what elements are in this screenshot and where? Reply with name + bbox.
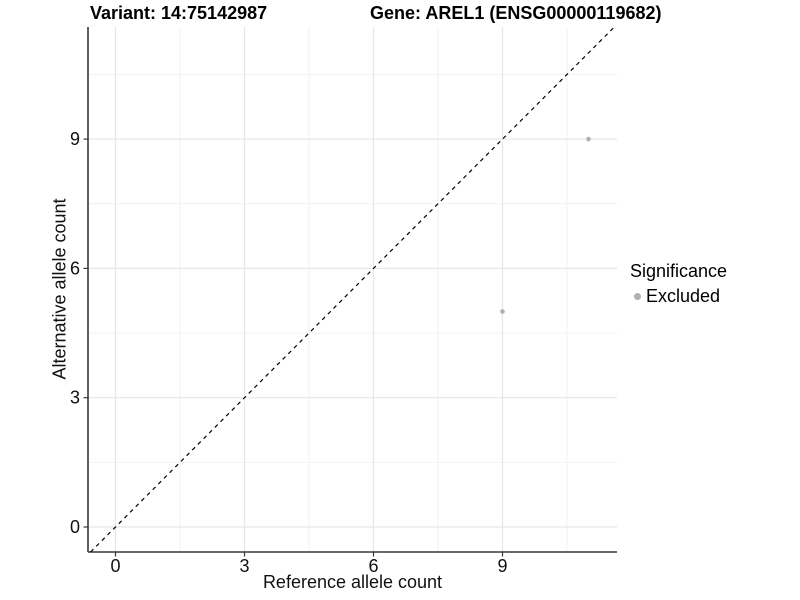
legend-item-label: Excluded xyxy=(646,286,721,306)
y-tick-label: 3 xyxy=(70,388,80,408)
major-gridlines xyxy=(88,27,617,552)
axes: 0 3 6 9 0 3 6 9 xyxy=(70,27,617,576)
y-axis-label: Alternative allele count xyxy=(49,198,70,380)
excluded-point-icon xyxy=(634,293,641,300)
plot-title-variant: Variant: 14:75142987 xyxy=(90,3,268,23)
x-tick-label: 9 xyxy=(497,556,507,576)
y-tick-label: 9 xyxy=(70,129,80,149)
x-tick-label: 0 xyxy=(110,556,120,576)
minor-gridlines xyxy=(88,27,617,552)
legend-title: Significance xyxy=(630,261,728,281)
y-tick-label: 6 xyxy=(70,258,80,278)
data-point xyxy=(586,136,591,142)
x-tick-label: 6 xyxy=(368,556,378,576)
x-tick-label: 3 xyxy=(239,556,249,576)
identity-line xyxy=(90,26,615,553)
legend: Significance Excluded xyxy=(630,261,798,307)
legend-item-excluded: Excluded xyxy=(630,286,798,307)
series-excluded xyxy=(500,136,591,314)
x-axis-label: Reference allele count xyxy=(262,572,443,592)
plot-title-gene: Gene: AREL1 (ENSG00000119682) xyxy=(370,3,662,23)
y-tick-label: 0 xyxy=(70,517,80,537)
data-point xyxy=(500,309,505,314)
